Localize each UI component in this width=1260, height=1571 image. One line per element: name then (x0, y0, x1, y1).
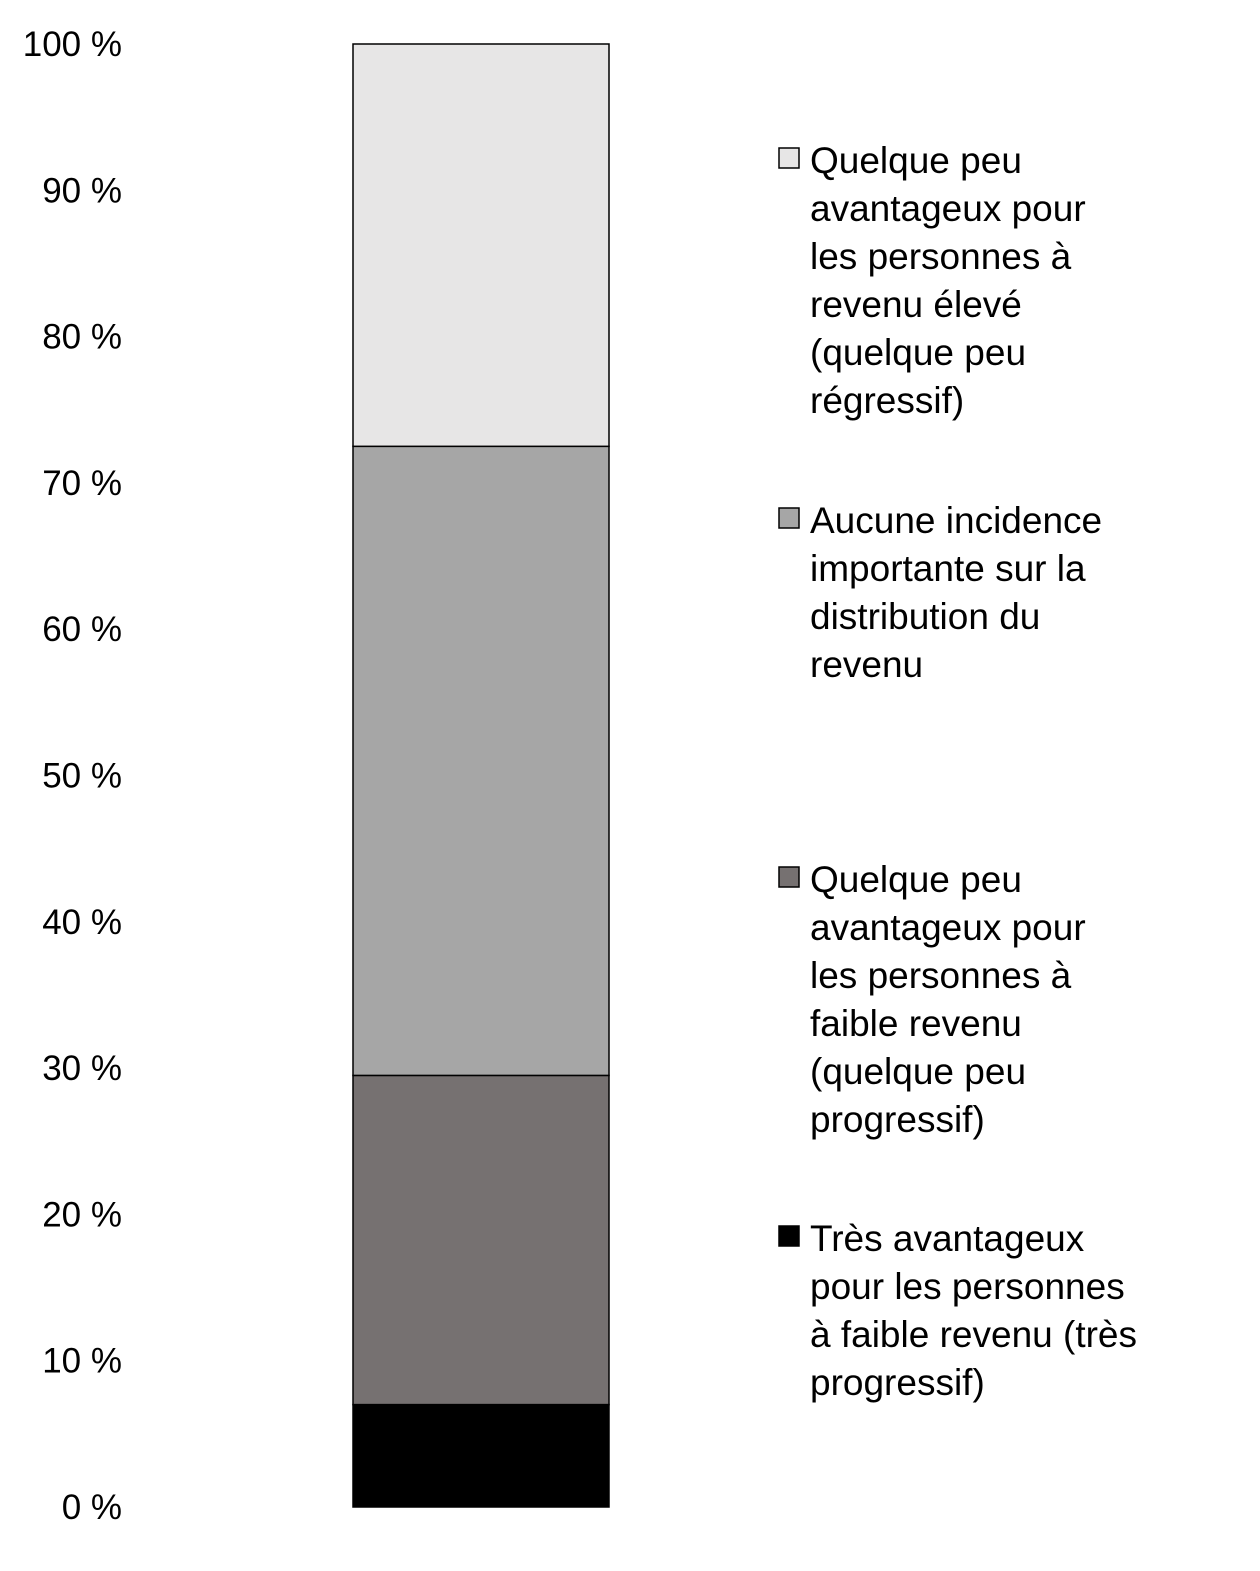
bar-segment (352, 445, 610, 1077)
y-tick-label: 10 % (42, 1342, 122, 1381)
legend-swatch (778, 507, 800, 529)
y-tick-label: 100 % (23, 25, 122, 64)
y-tick-label: 60 % (42, 610, 122, 649)
legend-item: Aucune incidence importante sur la distrib… (778, 500, 1102, 685)
y-tick-label: 30 % (42, 1049, 122, 1088)
bar-segment (352, 43, 610, 448)
y-tick-label: 70 % (42, 464, 122, 503)
legend-label: Très avantageux pour les personnes à faibl… (810, 1218, 1137, 1403)
legend-swatch (778, 1225, 800, 1247)
bar-segment (352, 1074, 610, 1406)
y-tick-label: 40 % (42, 903, 122, 942)
legend-item: Très avantageux pour les personnes à faibl… (778, 1218, 1137, 1403)
y-tick-label: 50 % (42, 757, 122, 796)
legend-swatch (778, 147, 800, 169)
y-axis: 0 % 10 % 20 % 30 % 40 % 50 % 60 % 70 % 80 % 90 % 1… (23, 25, 122, 1527)
y-tick-label: 80 % (42, 318, 122, 357)
y-tick-label: 90 % (42, 171, 122, 210)
legend-item: Quelque peu avantageux pour les personnes … (778, 140, 1086, 421)
bar-segment (352, 1403, 610, 1508)
legend: Quelque peu avantageux pour les personnes … (778, 140, 1137, 1403)
legend-label: Quelque peu avantageux pour les personnes … (810, 140, 1086, 421)
legend-label: Quelque peu avantageux pour les personnes … (810, 859, 1086, 1140)
y-tick-label: 0 % (62, 1488, 122, 1527)
legend-swatch (778, 866, 800, 888)
bar-stack (352, 43, 610, 1508)
legend-label: Aucune incidence importante sur la distrib… (810, 500, 1102, 685)
y-tick-label: 20 % (42, 1195, 122, 1234)
legend-item: Quelque peu avantageux pour les personnes … (778, 859, 1086, 1140)
